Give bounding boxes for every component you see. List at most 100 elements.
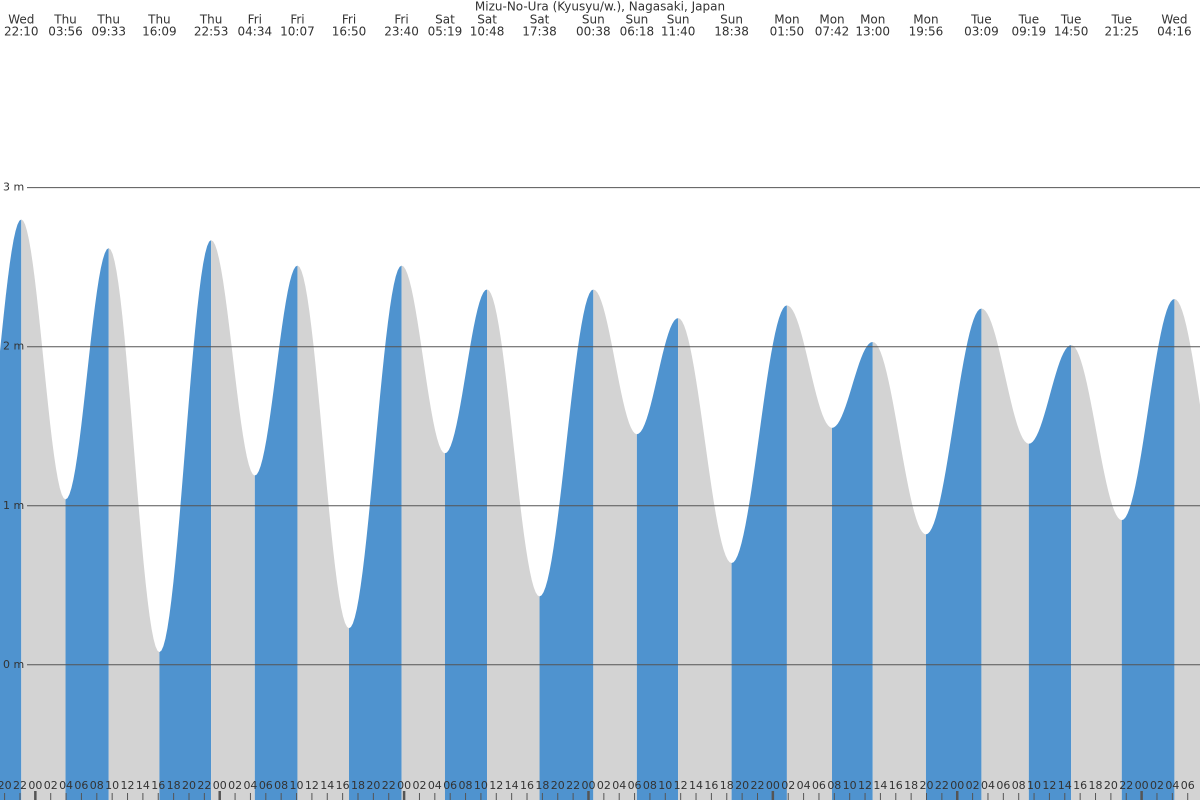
- tide-area: [254, 265, 298, 800]
- x-tick-label: 10: [658, 779, 672, 792]
- x-tick-label: 06: [259, 779, 273, 792]
- x-tick-label: 00: [28, 779, 42, 792]
- extremum-time: 04:34: [238, 25, 273, 39]
- extremum-day: Sun: [582, 13, 605, 27]
- x-tick-label: 20: [1104, 779, 1118, 792]
- extremum-time: 21:25: [1104, 25, 1139, 39]
- x-tick-label: 06: [443, 779, 457, 792]
- extremum-day: Mon: [913, 13, 938, 27]
- chart-title: Mizu-No-Ura (Kyusyu/w.), Nagasaki, Japan: [475, 0, 725, 14]
- tide-area: [0, 219, 22, 800]
- tide-area: [444, 289, 488, 800]
- x-tick-label: 22: [750, 779, 764, 792]
- x-tick-label: 18: [351, 779, 365, 792]
- overlay: 0 m1 m2 m3 m20 22 00 02 04 06 08 10 12 14 16 18 20 22…: [0, 13, 1200, 800]
- tide-area: [1174, 299, 1200, 800]
- extremum-day: Fri: [290, 13, 304, 27]
- tide-area: [1028, 345, 1072, 800]
- extremum-day: Thu: [53, 13, 77, 27]
- extremum-day: Sat: [477, 13, 497, 27]
- x-tick-label: 10: [290, 779, 304, 792]
- x-tick-label: 10: [843, 779, 857, 792]
- tide-area: [487, 289, 540, 800]
- x-tick-label: 08: [90, 779, 104, 792]
- extremum-time: 09:19: [1012, 25, 1047, 39]
- x-tick-label: 22: [1119, 779, 1133, 792]
- tide-area: [636, 318, 679, 800]
- extremum-time: 06:18: [620, 25, 655, 39]
- extremum-time: 03:56: [48, 25, 83, 39]
- extremum-day: Mon: [860, 13, 885, 27]
- x-tick-label: 04: [1165, 779, 1179, 792]
- x-tick-label: 12: [121, 779, 135, 792]
- x-tick-label: 04: [797, 779, 811, 792]
- extremum-time: 22:53: [194, 25, 229, 39]
- extremum-time: 10:07: [280, 25, 315, 39]
- extremum-time: 07:42: [815, 25, 850, 39]
- tide-area: [1071, 345, 1122, 800]
- x-tick-label: 08: [274, 779, 288, 792]
- x-tick-label: 18: [904, 779, 918, 792]
- x-tick-label: 02: [966, 779, 980, 792]
- y-tick-label: 1 m: [3, 499, 24, 512]
- extremum-time: 05:19: [428, 25, 463, 39]
- extremum-day: Tue: [1060, 13, 1082, 27]
- x-tick-label: 20: [0, 779, 12, 792]
- extremum-time: 17:38: [522, 25, 557, 39]
- x-tick-label: 14: [873, 779, 887, 792]
- tide-area: [401, 265, 445, 800]
- x-tick-label: 00: [397, 779, 411, 792]
- x-tick-label: 14: [320, 779, 334, 792]
- tide-area: [786, 305, 833, 800]
- extremum-day: Sat: [530, 13, 550, 27]
- tide-area: [872, 341, 926, 800]
- x-tick-label: 06: [996, 779, 1010, 792]
- tide-area: [108, 248, 160, 800]
- tide-area: [297, 265, 350, 800]
- x-tick-label: 12: [489, 779, 503, 792]
- x-tick-label: 06: [1181, 779, 1195, 792]
- x-tick-label: 18: [720, 779, 734, 792]
- x-tick-label: 02: [44, 779, 58, 792]
- x-tick-label: 14: [505, 779, 519, 792]
- x-tick-label: 22: [197, 779, 211, 792]
- extremum-time: 11:40: [661, 25, 696, 39]
- extremum-day: Thu: [96, 13, 120, 27]
- extremum-time: 14:50: [1054, 25, 1089, 39]
- extremum-time: 10:48: [470, 25, 505, 39]
- x-tick-label: 20: [366, 779, 380, 792]
- extremum-day: Sun: [720, 13, 743, 27]
- x-tick-label: 16: [704, 779, 718, 792]
- tide-area: [593, 289, 637, 800]
- extremum-time: 00:38: [576, 25, 611, 39]
- x-tick-label: 08: [1012, 779, 1026, 792]
- x-tick-label: 14: [136, 779, 150, 792]
- extremum-day: Wed: [8, 13, 34, 27]
- extremum-day: Mon: [819, 13, 844, 27]
- x-tick-label: 06: [74, 779, 88, 792]
- x-tick-label: 14: [1058, 779, 1072, 792]
- tide-area: [539, 289, 594, 800]
- extremum-time: 16:09: [142, 25, 177, 39]
- extremum-day: Mon: [774, 13, 799, 27]
- extremum-time: 18:38: [714, 25, 749, 39]
- tide-area: [832, 341, 873, 800]
- extremum-day: Fri: [394, 13, 408, 27]
- extremum-day: Thu: [199, 13, 223, 27]
- extremum-time: 04:16: [1157, 25, 1192, 39]
- extremum-day: Tue: [1018, 13, 1040, 27]
- extremum-day: Sun: [667, 13, 690, 27]
- extremum-time: 23:40: [384, 25, 419, 39]
- x-tick-label: 00: [950, 779, 964, 792]
- tide-area: [211, 240, 255, 800]
- x-tick-label: 22: [382, 779, 396, 792]
- x-tick-label: 16: [336, 779, 350, 792]
- tide-area: [678, 318, 732, 800]
- tide-area: [65, 248, 109, 800]
- x-tick-label: 12: [674, 779, 688, 792]
- extremum-time: 01:50: [770, 25, 805, 39]
- x-tick-label: 10: [474, 779, 488, 792]
- x-tick-label: 08: [643, 779, 657, 792]
- x-tick-label: 06: [812, 779, 826, 792]
